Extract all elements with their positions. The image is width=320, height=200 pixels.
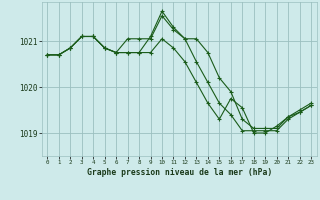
X-axis label: Graphe pression niveau de la mer (hPa): Graphe pression niveau de la mer (hPa) xyxy=(87,168,272,177)
